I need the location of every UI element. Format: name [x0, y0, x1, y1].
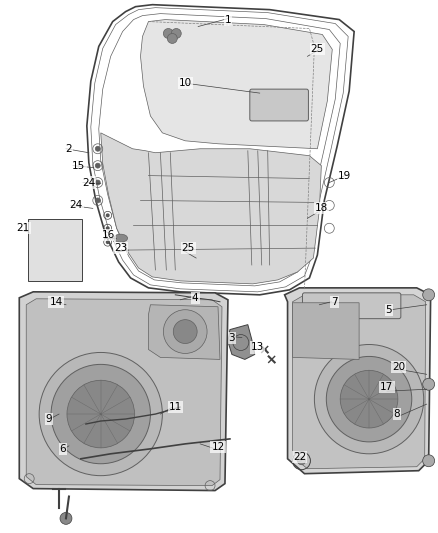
- FancyBboxPatch shape: [303, 293, 401, 319]
- Circle shape: [340, 370, 398, 428]
- Text: 21: 21: [17, 223, 30, 233]
- Circle shape: [171, 29, 181, 38]
- Text: 1: 1: [225, 14, 231, 25]
- Circle shape: [326, 357, 412, 442]
- Text: 3: 3: [229, 333, 235, 343]
- Circle shape: [106, 213, 110, 217]
- Polygon shape: [148, 305, 220, 359]
- Polygon shape: [101, 133, 321, 284]
- Polygon shape: [293, 303, 359, 359]
- Text: 2: 2: [66, 144, 72, 154]
- Polygon shape: [228, 325, 255, 359]
- Text: 15: 15: [72, 160, 85, 171]
- Circle shape: [423, 455, 434, 467]
- Circle shape: [106, 226, 110, 230]
- Text: 10: 10: [179, 78, 192, 88]
- Text: 7: 7: [331, 297, 338, 307]
- Text: 22: 22: [293, 452, 306, 462]
- Text: 24: 24: [69, 200, 82, 211]
- Polygon shape: [285, 288, 431, 474]
- Circle shape: [297, 457, 305, 465]
- Text: 18: 18: [315, 204, 328, 213]
- Text: 17: 17: [380, 382, 394, 392]
- Ellipse shape: [114, 234, 127, 242]
- Circle shape: [167, 34, 177, 43]
- Text: 25: 25: [311, 44, 324, 54]
- Circle shape: [106, 240, 110, 244]
- Circle shape: [60, 512, 72, 524]
- Text: 5: 5: [385, 305, 392, 314]
- Text: 24: 24: [82, 177, 95, 188]
- Circle shape: [163, 310, 207, 353]
- Circle shape: [423, 289, 434, 301]
- Circle shape: [39, 352, 162, 475]
- Circle shape: [423, 378, 434, 390]
- Circle shape: [173, 320, 197, 343]
- Circle shape: [163, 29, 173, 38]
- Circle shape: [95, 198, 100, 203]
- Text: 25: 25: [182, 243, 195, 253]
- Text: 13: 13: [251, 343, 265, 352]
- Text: 11: 11: [169, 402, 182, 412]
- FancyBboxPatch shape: [250, 89, 308, 121]
- Circle shape: [95, 163, 100, 168]
- Circle shape: [51, 365, 150, 464]
- Polygon shape: [19, 292, 228, 490]
- Polygon shape: [293, 295, 426, 469]
- Polygon shape: [141, 20, 332, 149]
- Circle shape: [67, 380, 134, 448]
- Circle shape: [95, 180, 100, 185]
- Polygon shape: [26, 299, 222, 486]
- Text: 6: 6: [60, 444, 66, 454]
- FancyBboxPatch shape: [28, 219, 82, 281]
- Circle shape: [314, 344, 424, 454]
- Text: 23: 23: [114, 243, 127, 253]
- Text: 19: 19: [338, 171, 351, 181]
- Text: 16: 16: [102, 230, 115, 240]
- Circle shape: [95, 146, 100, 151]
- Text: 9: 9: [46, 414, 53, 424]
- Text: 20: 20: [392, 362, 406, 373]
- Text: 8: 8: [394, 409, 400, 419]
- Text: 4: 4: [192, 293, 198, 303]
- Text: 12: 12: [212, 442, 225, 452]
- Text: 14: 14: [49, 297, 63, 307]
